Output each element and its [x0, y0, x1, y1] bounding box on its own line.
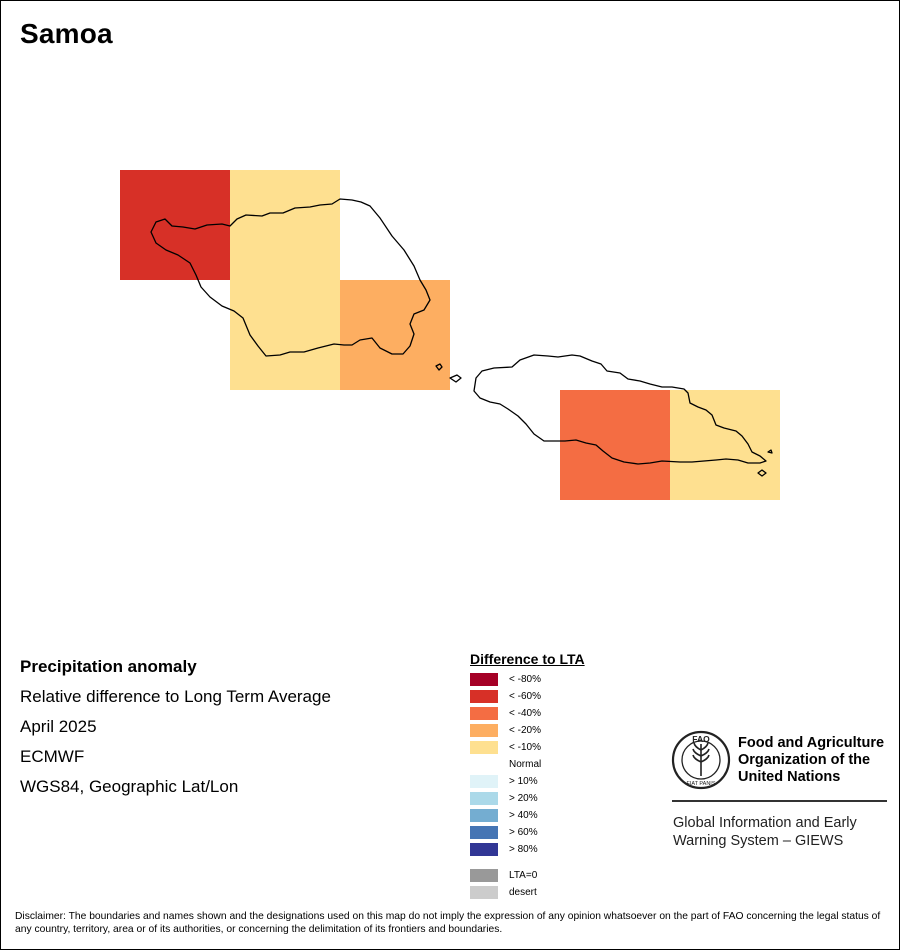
grid-cell	[670, 390, 780, 500]
legend: Difference to LTA < -80% < -60% < -40% <…	[470, 651, 585, 901]
savaii-island-outline	[150, 198, 431, 357]
info-line: April 2025	[20, 717, 97, 736]
islet-outline	[449, 374, 462, 383]
legend-swatch	[470, 724, 498, 737]
legend-label: > 20%	[509, 793, 538, 804]
legend-item: Normal	[470, 756, 585, 773]
fao-emblem-icon: FAO FIAT PANIS	[671, 730, 731, 790]
legend-item: desert	[470, 884, 585, 901]
legend-item: < -40%	[470, 705, 585, 722]
legend-label: < -60%	[509, 691, 541, 702]
legend-swatch	[470, 741, 498, 754]
legend-label: > 60%	[509, 827, 538, 838]
legend-item: < -60%	[470, 688, 585, 705]
giews-line: Warning System – GIEWS	[673, 833, 844, 849]
disclaimer: Disclaimer: The boundaries and names sho…	[15, 911, 881, 935]
emblem-motto: FIAT PANIS	[686, 781, 715, 787]
legend-label: < -80%	[509, 674, 541, 685]
legend-label: desert	[509, 887, 537, 898]
org-line: Food and Agriculture	[738, 735, 885, 751]
fao-org-name: Food and Agriculture Organization of the…	[738, 735, 884, 786]
legend-label: > 10%	[509, 776, 538, 787]
grid-cell	[340, 280, 450, 390]
legend-label: > 40%	[509, 810, 538, 821]
legend-swatch	[470, 826, 498, 839]
legend-swatch	[470, 775, 498, 788]
legend-swatch	[470, 673, 498, 686]
org-line: Organization of the	[738, 752, 871, 768]
legend-swatch	[470, 886, 498, 899]
info-line: ECMWF	[20, 747, 85, 766]
upolu-island-outline	[473, 354, 767, 465]
info-line: Relative difference to Long Term Average	[20, 687, 331, 706]
grid-cell	[230, 280, 340, 390]
legend-item: > 40%	[470, 807, 585, 824]
legend-swatch	[470, 869, 498, 882]
info-line: WGS84, Geographic Lat/Lon	[20, 777, 239, 796]
anomaly-grid	[120, 170, 780, 500]
legend-item: > 60%	[470, 824, 585, 841]
legend-item: LTA=0	[470, 867, 585, 884]
legend-swatch	[470, 809, 498, 822]
grid-cell	[230, 170, 340, 280]
legend-label: < -40%	[509, 708, 541, 719]
legend-swatch	[470, 707, 498, 720]
map-info: Precipitation anomaly Relative differenc…	[20, 656, 331, 806]
legend-item: < -20%	[470, 722, 585, 739]
org-line: United Nations	[738, 769, 841, 785]
grid-cell	[560, 390, 670, 500]
legend-item: > 80%	[470, 841, 585, 858]
islet-outline	[767, 449, 773, 454]
islet-outline	[435, 363, 443, 371]
legend-title: Difference to LTA	[470, 651, 585, 667]
logo-divider	[672, 800, 887, 802]
legend-label: > 80%	[509, 844, 538, 855]
legend-label: Normal	[509, 759, 542, 770]
country-outline	[150, 198, 773, 477]
legend-swatch	[470, 843, 498, 856]
fao-logo-block: FAO FIAT PANIS Food and Agriculture Orga…	[671, 730, 891, 860]
islet-outline	[757, 469, 767, 477]
legend-label: LTA=0	[509, 870, 538, 881]
emblem-acronym: FAO	[692, 734, 710, 744]
map-canvas	[120, 170, 780, 500]
legend-swatch	[470, 690, 498, 703]
legend-item: < -80%	[470, 671, 585, 688]
legend-swatch	[470, 792, 498, 805]
legend-label: < -10%	[509, 742, 541, 753]
info-heading: Precipitation anomaly	[20, 657, 197, 676]
legend-label: < -20%	[509, 725, 541, 736]
legend-swatch	[470, 758, 498, 771]
map-title: Samoa	[20, 18, 113, 49]
legend-item: > 20%	[470, 790, 585, 807]
legend-item: < -10%	[470, 739, 585, 756]
giews-name: Global Information and Early Warning Sys…	[673, 814, 857, 850]
legend-item: > 10%	[470, 773, 585, 790]
giews-line: Global Information and Early	[673, 815, 857, 831]
